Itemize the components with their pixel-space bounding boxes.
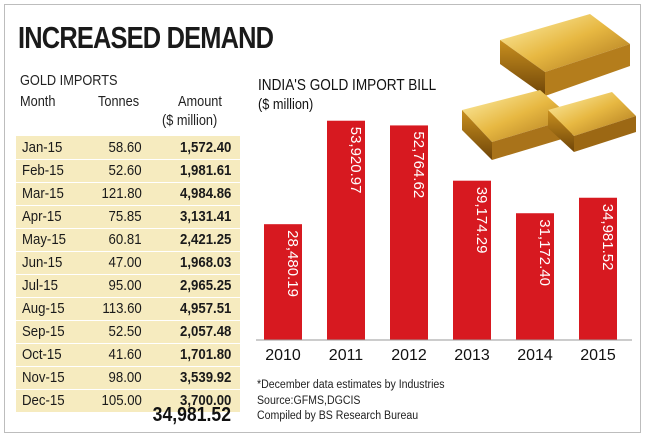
bar-2014 bbox=[516, 213, 554, 340]
cell-amount: 4,984.86 bbox=[179, 185, 231, 202]
row-divider bbox=[16, 274, 240, 275]
cell-tonnes: 47.00 bbox=[108, 254, 142, 271]
bar-value-label: 39,174.29 bbox=[473, 187, 490, 254]
cell-amount: 3,539.92 bbox=[179, 369, 231, 386]
cell-amount: 4,957.51 bbox=[179, 300, 231, 317]
bar-value-label: 28,480.19 bbox=[284, 230, 301, 297]
note-december: *December data estimates by Industries bbox=[257, 379, 445, 391]
row-divider bbox=[16, 320, 240, 321]
row-divider bbox=[16, 389, 240, 390]
cell-tonnes: 75.85 bbox=[108, 208, 142, 225]
row-divider bbox=[16, 343, 240, 344]
cell-tonnes: 58.60 bbox=[108, 139, 142, 156]
cell-tonnes: 41.60 bbox=[108, 346, 142, 363]
cell-tonnes: 98.00 bbox=[108, 369, 142, 386]
chart-title: INDIA'S GOLD IMPORT BILL bbox=[258, 77, 437, 94]
cell-month: Jan-15 bbox=[22, 139, 63, 156]
x-tick-label: 2014 bbox=[517, 347, 553, 364]
cell-month: May-15 bbox=[22, 231, 67, 248]
bar-2010 bbox=[264, 224, 302, 340]
bar-value-label: 53,920.97 bbox=[347, 127, 364, 194]
row-divider bbox=[16, 366, 240, 367]
cell-amount: 3,700.00 bbox=[179, 392, 231, 409]
row-divider bbox=[16, 251, 240, 252]
bars-group: 28,480.19 2010 53,920.97 2011 52,764.62 2012 3… bbox=[264, 120, 617, 364]
cell-month: Sep-15 bbox=[22, 323, 65, 340]
bar-value-label: 34,981.52 bbox=[599, 204, 616, 271]
notes: *December data estimates by Industries S… bbox=[257, 378, 445, 425]
cell-month: Jul-15 bbox=[22, 277, 58, 294]
row-divider bbox=[16, 205, 240, 206]
headline: INCREASED DEMAND bbox=[18, 20, 274, 55]
x-tick-label: 2012 bbox=[391, 347, 427, 364]
cell-month: Apr-15 bbox=[22, 208, 62, 225]
bar-value-label: 52,764.62 bbox=[410, 131, 427, 198]
cell-amount: 2,057.48 bbox=[179, 323, 231, 340]
bar-2011 bbox=[327, 120, 365, 340]
cell-amount: 2,421.25 bbox=[179, 231, 231, 248]
cell-month: Aug-15 bbox=[22, 300, 65, 317]
cell-tonnes: 60.81 bbox=[108, 231, 142, 248]
x-tick-label: 2015 bbox=[580, 347, 616, 364]
note-compiled: Compiled by BS Research Bureau bbox=[257, 410, 419, 422]
x-tick-label: 2010 bbox=[265, 347, 301, 364]
cell-month: Dec-15 bbox=[22, 392, 65, 409]
note-source: Source:GFMS,DGCIS bbox=[257, 394, 361, 407]
gold-bars-icon bbox=[462, 14, 636, 160]
cell-month: Oct-15 bbox=[22, 346, 62, 363]
row-divider bbox=[16, 297, 240, 298]
cell-amount: 3,131.41 bbox=[179, 208, 231, 225]
cell-month: Nov-15 bbox=[22, 369, 65, 386]
header-amount-unit: ($ million) bbox=[162, 112, 218, 129]
cell-tonnes: 105.00 bbox=[101, 392, 142, 409]
infographic-frame bbox=[4, 4, 641, 433]
bar-2013 bbox=[453, 180, 491, 340]
cell-tonnes: 113.60 bbox=[102, 300, 142, 317]
row-divider bbox=[16, 182, 240, 183]
bar-2012 bbox=[390, 125, 428, 340]
bar-value-label: 31,172.40 bbox=[536, 219, 553, 286]
cell-tonnes: 121.80 bbox=[101, 185, 142, 202]
header-tonnes: Tonnes bbox=[98, 93, 140, 110]
cell-amount: 2,965.25 bbox=[179, 277, 231, 294]
row-divider bbox=[16, 228, 240, 229]
row-divider bbox=[16, 159, 240, 160]
cell-month: Jun-15 bbox=[22, 254, 63, 271]
header-month: Month bbox=[20, 93, 56, 110]
chart-unit-label: ($ million) bbox=[258, 96, 314, 113]
table-total: 34,981.52 bbox=[152, 404, 231, 426]
cell-amount: 1,968.03 bbox=[179, 254, 231, 271]
cell-tonnes: 95.00 bbox=[108, 277, 142, 294]
x-tick-label: 2011 bbox=[329, 347, 364, 364]
cell-amount: 1,981.61 bbox=[179, 162, 231, 179]
cell-amount: 1,701.80 bbox=[179, 346, 231, 363]
header-amount: Amount bbox=[178, 93, 222, 110]
cell-month: Feb-15 bbox=[22, 162, 64, 179]
bar-2015 bbox=[579, 197, 617, 340]
cell-month: Mar-15 bbox=[22, 185, 64, 202]
cell-tonnes: 52.50 bbox=[108, 323, 142, 340]
cell-amount: 1,572.40 bbox=[179, 139, 231, 156]
cell-tonnes: 52.60 bbox=[108, 162, 142, 179]
table-title: GOLD IMPORTS bbox=[20, 72, 118, 89]
x-tick-label: 2013 bbox=[454, 347, 490, 364]
